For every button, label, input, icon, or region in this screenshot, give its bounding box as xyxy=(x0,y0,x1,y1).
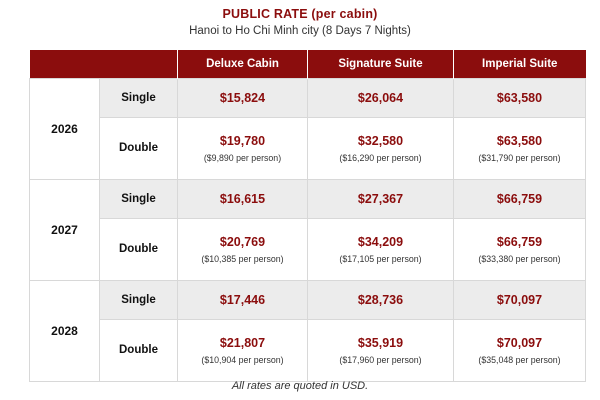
year-cell-2026: 2026 xyxy=(29,77,100,180)
column-header-imperial-suite: Imperial Suite xyxy=(453,50,586,78)
per-person-price: ($17,960 per person) xyxy=(339,354,422,365)
year-cell-2027: 2027 xyxy=(29,178,100,281)
price-amount: $63,580 xyxy=(496,90,543,105)
price-cell-deluxe: $19,780 ($9,890 per person) xyxy=(177,116,308,180)
price-cell-signature: $26,064 xyxy=(307,77,454,118)
per-person-price: ($9,890 per person) xyxy=(203,152,282,163)
currency-footnote: All rates are quoted in USD. xyxy=(231,380,369,392)
table-header-row: Deluxe Cabin Signature Suite Imperial Su… xyxy=(29,50,586,78)
occupancy-label-double: Double xyxy=(99,318,178,382)
price-cell-signature: $35,919 ($17,960 per person) xyxy=(307,318,454,382)
table-row-2027-single: 2027 Single $16,615 $27,367 $66,759 xyxy=(29,178,586,281)
header-corner-cell xyxy=(29,50,178,78)
rate-title: PUBLIC RATE (per cabin) xyxy=(222,7,378,21)
price-amount: $20,769 xyxy=(219,234,266,249)
per-person-price: ($10,904 per person) xyxy=(201,354,284,365)
table-row-2026-single: 2026 Single $15,824 $26,064 $63,580 xyxy=(29,77,586,180)
price-amount: $28,736 xyxy=(357,292,404,307)
price-cell-imperial: $66,759 xyxy=(453,178,586,219)
price-cell-deluxe: $15,824 xyxy=(177,77,308,118)
price-amount: $34,209 xyxy=(357,234,404,249)
price-cell-deluxe: $21,807 ($10,904 per person) xyxy=(177,318,308,382)
price-amount: $70,097 xyxy=(496,292,543,307)
occupancy-label-single: Single xyxy=(99,279,178,320)
price-amount: $17,446 xyxy=(219,292,266,307)
price-amount: $21,807 xyxy=(219,335,266,350)
occupancy-label-double: Double xyxy=(99,116,178,180)
per-person-price: ($10,385 per person) xyxy=(201,253,284,264)
occupancy-label-single: Single xyxy=(99,77,178,118)
table-row-2026-double: Double $19,780 ($9,890 per person) $32,5… xyxy=(30,116,586,180)
price-amount: $16,615 xyxy=(219,191,266,206)
price-amount: $66,759 xyxy=(496,234,543,249)
per-person-price: ($16,290 per person) xyxy=(339,152,422,163)
price-cell-imperial: $70,097 ($35,048 per person) xyxy=(453,318,586,382)
table-row-2028-single: 2028 Single $17,446 $28,736 $70,097 xyxy=(29,279,586,382)
column-header-signature-suite: Signature Suite xyxy=(307,50,454,78)
per-person-price: ($33,380 per person) xyxy=(478,253,561,264)
column-header-deluxe-cabin: Deluxe Cabin xyxy=(177,50,308,78)
price-cell-imperial: $66,759 ($33,380 per person) xyxy=(453,217,586,281)
table-row-2028-double: Double $21,807 ($10,904 per person) $35,… xyxy=(30,318,586,382)
price-amount: $26,064 xyxy=(357,90,404,105)
route-subtitle: Hanoi to Ho Chi Minh city (8 Days 7 Nigh… xyxy=(189,25,411,37)
per-person-price: ($17,105 per person) xyxy=(339,253,422,264)
price-amount: $63,580 xyxy=(496,133,543,148)
per-person-price: ($31,790 per person) xyxy=(478,152,561,163)
occupancy-label-double: Double xyxy=(99,217,178,281)
occupancy-label-single: Single xyxy=(99,178,178,219)
price-amount: $70,097 xyxy=(496,335,543,350)
price-cell-deluxe: $17,446 xyxy=(177,279,308,320)
price-cell-imperial: $63,580 ($31,790 per person) xyxy=(453,116,586,180)
price-cell-signature: $28,736 xyxy=(307,279,454,320)
year-cell-2028: 2028 xyxy=(29,279,100,382)
rate-table: Deluxe Cabin Signature Suite Imperial Su… xyxy=(29,50,586,382)
price-amount: $27,367 xyxy=(357,191,404,206)
price-cell-imperial: $63,580 xyxy=(453,77,586,118)
price-amount: $66,759 xyxy=(496,191,543,206)
table-row-2027-double: Double $20,769 ($10,385 per person) $34,… xyxy=(30,217,586,281)
price-cell-signature: $34,209 ($17,105 per person) xyxy=(307,217,454,281)
price-amount: $35,919 xyxy=(357,335,404,350)
price-cell-imperial: $70,097 xyxy=(453,279,586,320)
price-cell-signature: $32,580 ($16,290 per person) xyxy=(307,116,454,180)
price-amount: $15,824 xyxy=(219,90,266,105)
price-amount: $19,780 xyxy=(219,133,266,148)
price-cell-signature: $27,367 xyxy=(307,178,454,219)
per-person-price: ($35,048 per person) xyxy=(478,354,561,365)
price-cell-deluxe: $20,769 ($10,385 per person) xyxy=(177,217,308,281)
price-amount: $32,580 xyxy=(357,133,404,148)
price-cell-deluxe: $16,615 xyxy=(177,178,308,219)
